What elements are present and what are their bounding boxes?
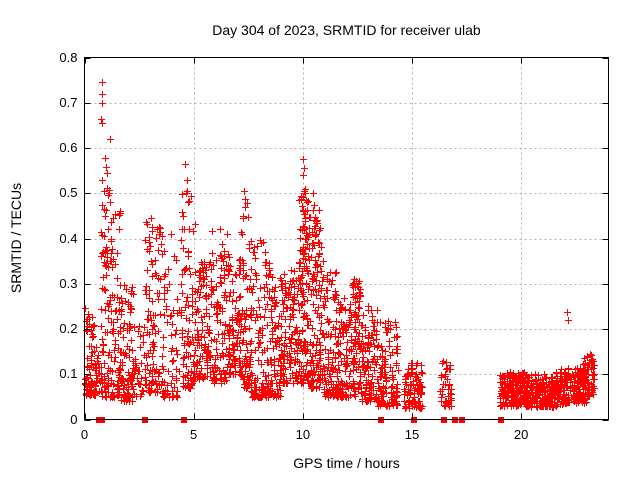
y-tick-label: 0.6	[59, 140, 78, 155]
x-tick-label: 0	[80, 427, 89, 442]
x-tick-label: 10	[295, 427, 311, 442]
y-tick-label: 0.3	[59, 275, 78, 291]
x-tick-label: 20	[513, 427, 529, 442]
chart-title: Day 304 of 2023, SRMTID for receiver ula…	[212, 22, 481, 38]
y-tick-label: 0	[70, 411, 78, 427]
plot-border	[84, 57, 609, 420]
y-tick-label: 0.8	[59, 49, 78, 65]
x-tick-label: 15	[404, 427, 420, 442]
y-tick-label: 0.2	[59, 321, 78, 336]
y-tick-label: 0.4	[59, 230, 78, 246]
scatter-points	[82, 79, 598, 412]
y-tick-label: 0.5	[59, 185, 78, 201]
x-tick-label: 5	[190, 427, 198, 442]
y-tick-label: 0.1	[59, 366, 78, 382]
axis-ticks	[84, 57, 609, 421]
x-axis-label: GPS time / hours	[293, 455, 400, 471]
y-tick-label: 0.7	[59, 94, 78, 110]
